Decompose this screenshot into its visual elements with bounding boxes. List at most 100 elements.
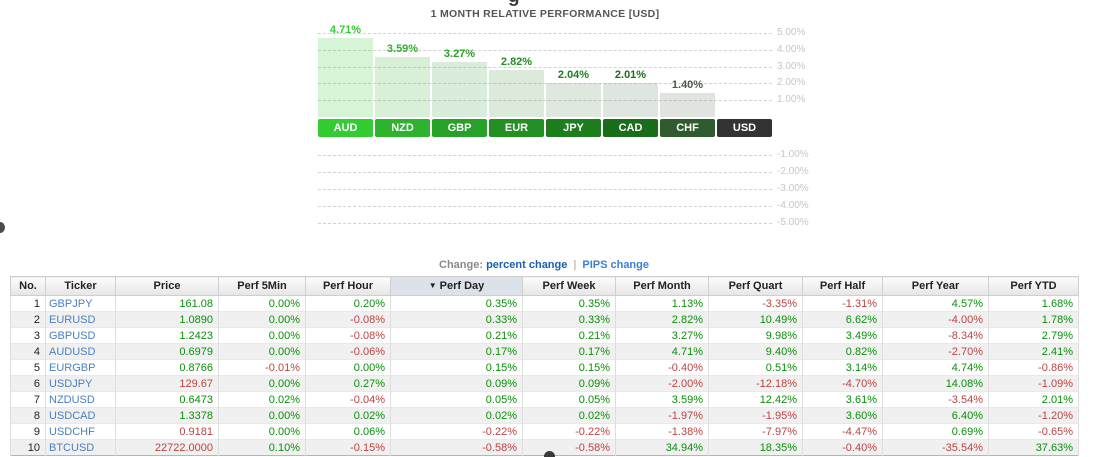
- column-header-perf-hour[interactable]: Perf Hour: [305, 276, 391, 296]
- perf-cell-perf-ytd: 37.63%: [988, 439, 1079, 456]
- perf-cell-perf-month: 2.82%: [615, 311, 709, 328]
- perf-cell-perf-day: 0.15%: [390, 359, 523, 376]
- chart-title: 1 MONTH RELATIVE PERFORMANCE [USD]: [430, 8, 660, 20]
- ticker-link[interactable]: USDCHF: [45, 423, 116, 440]
- row-number: 3: [10, 327, 46, 344]
- perf-cell-perf-hour: 0.27%: [305, 375, 391, 392]
- gridline: [318, 33, 772, 34]
- perf-cell-perf-5min: 0.10%: [218, 439, 306, 456]
- perf-cell-perf-quart: 18.35%: [708, 439, 803, 456]
- perf-cell-perf-week: -0.58%: [522, 439, 616, 456]
- ticker-link[interactable]: EURUSD: [45, 311, 116, 328]
- column-header-perf-ytd[interactable]: Perf YTD: [988, 276, 1079, 296]
- perf-cell-perf-year: -2.70%: [882, 343, 989, 360]
- perf-cell-perf-year: 4.74%: [882, 359, 989, 376]
- row-number: 10: [10, 439, 46, 456]
- y-axis-tick: 2.00%: [777, 77, 806, 88]
- perf-cell-perf-year: 0.69%: [882, 423, 989, 440]
- column-header-perf-year[interactable]: Perf Year: [882, 276, 989, 296]
- gridline: [318, 83, 772, 84]
- perf-cell-perf-hour: 0.02%: [305, 407, 391, 424]
- perf-cell-perf-day: 0.02%: [390, 407, 523, 424]
- column-header-perf-quart[interactable]: Perf Quart: [708, 276, 803, 296]
- gridline: [318, 172, 772, 173]
- perf-cell-perf-week: -0.22%: [522, 423, 616, 440]
- gridline: [318, 189, 772, 190]
- perf-cell-perf-half: 3.61%: [802, 391, 883, 408]
- pips-change-link[interactable]: PIPS change: [582, 259, 649, 271]
- bar-value-label: 2.01%: [614, 69, 647, 81]
- ticker-link[interactable]: EURGBP: [45, 359, 116, 376]
- row-number: 1: [10, 295, 46, 312]
- y-axis-tick: -2.00%: [777, 166, 809, 177]
- perf-cell-perf-half: -4.70%: [802, 375, 883, 392]
- perf-cell-perf-year: 6.40%: [882, 407, 989, 424]
- ticker-link[interactable]: GBPJPY: [45, 295, 116, 312]
- column-header-price[interactable]: Price: [115, 276, 219, 296]
- row-number: 9: [10, 423, 46, 440]
- column-header-perf-5min[interactable]: Perf 5Min: [218, 276, 306, 296]
- perf-cell-perf-month: -2.00%: [615, 375, 709, 392]
- gridline: [318, 50, 772, 51]
- perf-cell-perf-ytd: -0.65%: [988, 423, 1079, 440]
- ticker-link[interactable]: BTCUSD: [45, 439, 116, 456]
- perf-cell-perf-month: 3.27%: [615, 327, 709, 344]
- column-header-no-[interactable]: No.: [10, 276, 46, 296]
- perf-cell-perf-5min: 0.00%: [218, 423, 306, 440]
- perf-cell-perf-5min: 0.00%: [218, 311, 306, 328]
- perf-cell-perf-hour: 0.06%: [305, 423, 391, 440]
- table-header-row: No. Ticker Price Perf 5Min Perf Hour ▼ Perf Da…: [10, 276, 1079, 296]
- category-label-JPY: JPY: [546, 119, 601, 137]
- ticker-link[interactable]: USDCAD: [45, 407, 116, 424]
- y-axis-tick: -1.00%: [777, 149, 809, 160]
- y-axis-tick: -3.00%: [777, 183, 809, 194]
- perf-cell-perf-half: 0.82%: [802, 343, 883, 360]
- perf-cell-perf-5min: 0.00%: [218, 327, 306, 344]
- perf-cell-perf-week: 0.15%: [522, 359, 616, 376]
- y-axis-tick: 1.00%: [777, 94, 806, 105]
- performance-table: No. Ticker Price Perf 5Min Perf Hour ▼ Perf Da…: [10, 276, 1079, 456]
- table-row: 4 AUDUSD 0.6979 0.00% -0.06% 0.17% 0.17% 4.71% 9…: [10, 343, 1079, 360]
- perf-cell-perf-half: -1.31%: [802, 295, 883, 312]
- ticker-link[interactable]: NZDUSD: [45, 391, 116, 408]
- bar-value-label: 1.40%: [671, 79, 704, 91]
- row-number: 7: [10, 391, 46, 408]
- perf-cell-perf-month: 4.71%: [615, 343, 709, 360]
- ticker-link[interactable]: AUDUSD: [45, 343, 116, 360]
- table-row: 3 GBPUSD 1.2423 0.00% -0.08% 0.21% 0.21% 3.27% 9…: [10, 327, 1079, 344]
- column-header-perf-month[interactable]: Perf Month: [615, 276, 709, 296]
- column-header-perf-day[interactable]: ▼ Perf Day: [390, 276, 523, 296]
- row-number: 4: [10, 343, 46, 360]
- perf-cell-perf-year: -35.54%: [882, 439, 989, 456]
- perf-cell-perf-year: -4.00%: [882, 311, 989, 328]
- column-header-perf-half[interactable]: Perf Half: [802, 276, 883, 296]
- column-header-ticker[interactable]: Ticker: [45, 276, 116, 296]
- price-cell: 161.08: [115, 295, 219, 312]
- ticker-link[interactable]: USDJPY: [45, 375, 116, 392]
- column-header-perf-week[interactable]: Perf Week: [522, 276, 616, 296]
- category-label-NZD: NZD: [375, 119, 430, 137]
- perf-cell-perf-quart: 0.51%: [708, 359, 803, 376]
- ticker-link[interactable]: GBPUSD: [45, 327, 116, 344]
- row-number: 2: [10, 311, 46, 328]
- perf-cell-perf-half: 3.14%: [802, 359, 883, 376]
- gridline: [318, 206, 772, 207]
- perf-cell-perf-5min: 0.00%: [218, 407, 306, 424]
- row-number: 8: [10, 407, 46, 424]
- perf-cell-perf-half: -4.47%: [802, 423, 883, 440]
- perf-cell-perf-half: 6.62%: [802, 311, 883, 328]
- price-cell: 0.9181: [115, 423, 219, 440]
- perf-cell-perf-month: -1.38%: [615, 423, 709, 440]
- y-axis-tick: -5.00%: [777, 217, 809, 228]
- perf-cell-perf-ytd: -1.09%: [988, 375, 1079, 392]
- perf-cell-perf-day: -0.58%: [390, 439, 523, 456]
- bar-AUD: [318, 38, 373, 117]
- bar-EUR: [489, 70, 544, 117]
- y-axis-tick: -4.00%: [777, 200, 809, 211]
- bar-NZD: [375, 57, 430, 117]
- percent-change-link[interactable]: percent change: [486, 259, 568, 271]
- price-cell: 0.8766: [115, 359, 219, 376]
- perf-cell-perf-quart: 9.40%: [708, 343, 803, 360]
- bar-value-label: 2.04%: [557, 69, 590, 81]
- price-cell: 1.3378: [115, 407, 219, 424]
